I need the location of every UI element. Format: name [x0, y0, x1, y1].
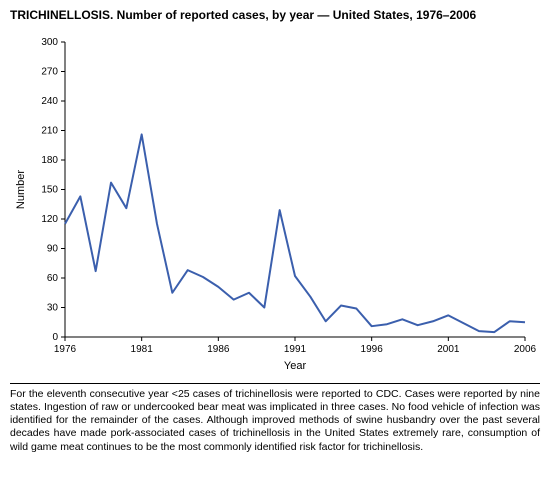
svg-text:2006: 2006: [514, 344, 537, 355]
svg-text:60: 60: [47, 273, 59, 284]
svg-text:90: 90: [47, 244, 59, 255]
line-chart-svg: 0 30 60 90 120 150 180 210 240 270 300 1976 1981 1986…: [10, 32, 540, 377]
svg-text:300: 300: [41, 37, 58, 48]
svg-text:1976: 1976: [54, 344, 77, 355]
svg-text:30: 30: [47, 303, 59, 314]
svg-text:210: 210: [41, 126, 58, 137]
svg-text:2001: 2001: [437, 344, 460, 355]
svg-text:150: 150: [41, 185, 58, 196]
svg-text:1991: 1991: [284, 344, 307, 355]
svg-text:0: 0: [52, 332, 58, 343]
svg-text:270: 270: [41, 67, 58, 78]
svg-text:120: 120: [41, 214, 58, 225]
chart-caption: For the eleventh consecutive year <25 ca…: [10, 383, 540, 454]
svg-text:Number: Number: [15, 170, 27, 209]
svg-text:240: 240: [41, 96, 58, 107]
svg-text:180: 180: [41, 155, 58, 166]
svg-text:1996: 1996: [361, 344, 384, 355]
svg-text:Year: Year: [284, 360, 307, 372]
chart-title: TRICHINELLOSIS. Number of reported cases…: [10, 8, 540, 22]
chart-area: 0 30 60 90 120 150 180 210 240 270 300 1976 1981 1986…: [10, 32, 540, 377]
svg-text:1986: 1986: [207, 344, 230, 355]
svg-text:1981: 1981: [131, 344, 154, 355]
